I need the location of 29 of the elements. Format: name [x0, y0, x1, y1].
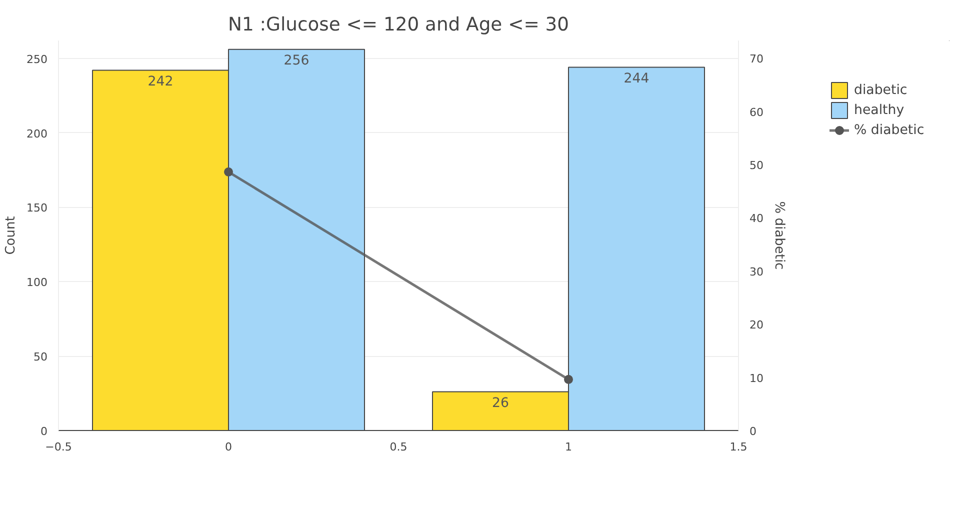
legend-label: diabetic — [854, 82, 908, 98]
y2-tick-label: 30 — [750, 265, 764, 278]
legend-label: % diabetic — [854, 122, 924, 138]
y2-tick-label: 10 — [750, 372, 764, 385]
y2-tick-label: 60 — [750, 106, 764, 119]
chart-title: N1 :Glucose <= 120 and Age <= 30 — [228, 14, 570, 36]
y2-tick-label: 20 — [750, 318, 764, 332]
y-tick-label: 200 — [26, 127, 48, 140]
y-axis-title: Count — [4, 216, 19, 255]
y2-tick-label: 0 — [750, 425, 756, 438]
y-tick-label: 150 — [26, 202, 48, 215]
x-tick-label: 0.5 — [390, 440, 408, 454]
x-tick-label: 1 — [565, 440, 572, 454]
y2-tick-label: 70 — [750, 52, 764, 66]
x-tick-label: −0.5 — [45, 440, 72, 454]
y-tick-label: 250 — [26, 52, 48, 66]
y-tick-label: 50 — [34, 350, 48, 364]
y2-tick-label: 50 — [750, 158, 764, 172]
data-label: 256 — [284, 53, 310, 68]
data-label: 244 — [624, 71, 650, 86]
legend-label: healthy — [854, 102, 904, 118]
y-tick-label: 100 — [26, 276, 48, 290]
y2-tick-label: 40 — [750, 212, 764, 226]
y-tick-label: 0 — [40, 425, 48, 438]
x-tick-label: 1.5 — [730, 440, 748, 454]
y2-axis-title: % diabetic — [771, 201, 786, 270]
data-label: 242 — [148, 74, 174, 90]
data-label: 26 — [492, 396, 509, 411]
x-tick-label: 0 — [225, 440, 232, 454]
